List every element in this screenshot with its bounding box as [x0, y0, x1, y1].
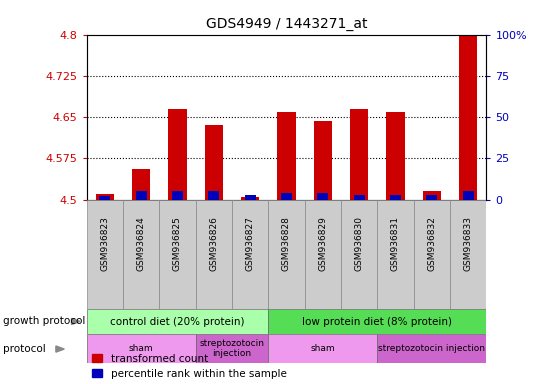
Polygon shape	[56, 346, 64, 352]
Bar	[427, 195, 437, 200]
FancyBboxPatch shape	[123, 200, 159, 309]
Bar	[386, 112, 405, 200]
Text: growth protocol: growth protocol	[3, 316, 85, 326]
Text: streptozotocin
injection: streptozotocin injection	[200, 339, 264, 358]
Bar	[314, 121, 332, 200]
Bar	[172, 192, 183, 200]
Bar	[463, 192, 473, 200]
Bar	[168, 109, 187, 200]
Text: GSM936830: GSM936830	[354, 216, 364, 271]
FancyBboxPatch shape	[196, 334, 268, 363]
Bar	[459, 35, 477, 200]
Polygon shape	[72, 318, 80, 324]
Bar	[241, 197, 259, 200]
Text: sham: sham	[129, 344, 154, 353]
FancyBboxPatch shape	[87, 200, 123, 309]
FancyBboxPatch shape	[414, 200, 450, 309]
Bar	[423, 192, 441, 200]
Text: GSM936829: GSM936829	[318, 216, 328, 271]
Legend: transformed count, percentile rank within the sample: transformed count, percentile rank withi…	[92, 354, 286, 379]
FancyBboxPatch shape	[232, 200, 268, 309]
Text: protocol: protocol	[3, 344, 45, 354]
Text: GSM936831: GSM936831	[391, 216, 400, 271]
Bar	[277, 112, 296, 200]
FancyBboxPatch shape	[87, 334, 196, 363]
FancyBboxPatch shape	[87, 309, 268, 334]
Text: GSM936828: GSM936828	[282, 216, 291, 271]
Bar	[205, 126, 223, 200]
Text: low protein diet (8% protein): low protein diet (8% protein)	[302, 316, 452, 327]
Bar	[281, 193, 292, 200]
Text: GSM936825: GSM936825	[173, 216, 182, 271]
FancyBboxPatch shape	[268, 334, 377, 363]
Bar	[100, 196, 110, 200]
Bar	[96, 194, 114, 200]
Text: GSM936833: GSM936833	[463, 216, 473, 271]
Text: streptozotocin injection: streptozotocin injection	[378, 344, 485, 353]
FancyBboxPatch shape	[268, 309, 486, 334]
FancyBboxPatch shape	[305, 200, 341, 309]
FancyBboxPatch shape	[196, 200, 232, 309]
FancyBboxPatch shape	[341, 200, 377, 309]
Title: GDS4949 / 1443271_at: GDS4949 / 1443271_at	[206, 17, 367, 31]
Bar	[136, 192, 146, 200]
Text: GSM936827: GSM936827	[245, 216, 255, 271]
FancyBboxPatch shape	[268, 200, 305, 309]
Bar	[354, 195, 364, 200]
Text: sham: sham	[310, 344, 335, 353]
Text: control diet (20% protein): control diet (20% protein)	[110, 316, 245, 327]
Bar	[132, 169, 150, 200]
FancyBboxPatch shape	[159, 200, 196, 309]
Text: GSM936824: GSM936824	[136, 216, 146, 271]
Bar	[390, 195, 401, 200]
FancyBboxPatch shape	[377, 200, 414, 309]
Bar	[318, 193, 328, 200]
Text: GSM936832: GSM936832	[427, 216, 437, 271]
Bar	[245, 195, 255, 200]
Text: GSM936826: GSM936826	[209, 216, 219, 271]
FancyBboxPatch shape	[377, 334, 486, 363]
FancyBboxPatch shape	[450, 200, 486, 309]
Bar	[209, 192, 219, 200]
Bar	[350, 109, 368, 200]
Text: GSM936823: GSM936823	[100, 216, 110, 271]
